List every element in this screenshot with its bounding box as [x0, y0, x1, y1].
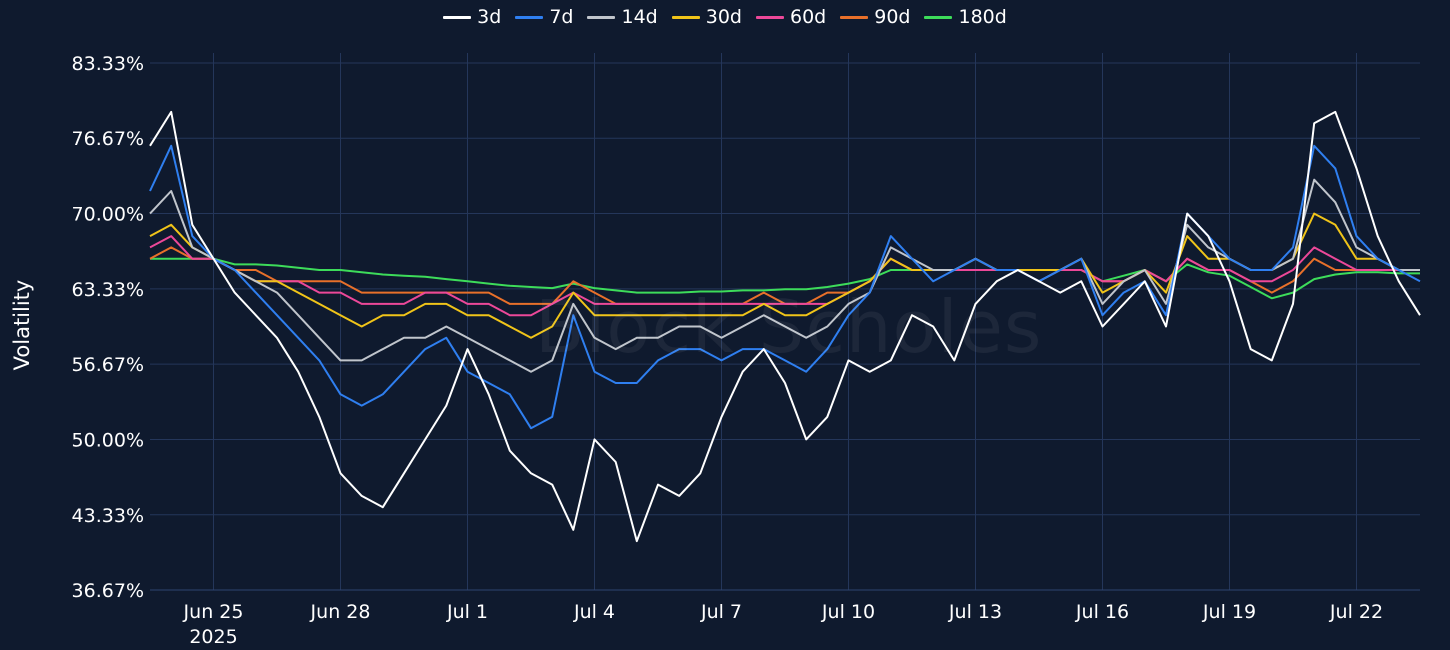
- series-line-14d: [149, 178, 1420, 373]
- y-tick-label: 76.67%: [72, 128, 144, 150]
- series-layer: [149, 110, 1421, 543]
- y-axis-label: Volatility: [10, 279, 34, 371]
- legend-swatch: [671, 15, 700, 19]
- legend-label: 30d: [705, 6, 742, 28]
- x-axis-ticks: Jun 25 2025 Jun 28 Jul 1 Jul 4 Jul 7 Jul 10 Jul…: [183, 601, 1384, 648]
- y-axis-ticks: 83.33% 76.67% 70.00% 63.33% 56.67% 50.00% 43.3…: [72, 53, 144, 602]
- x-tick-label: Jun 28: [310, 601, 371, 623]
- x-tick-label: Jul 1: [446, 601, 488, 623]
- x-tick-label: Jul 13: [948, 601, 1002, 623]
- legend-label: 60d: [789, 6, 827, 28]
- legend-swatch: [840, 15, 869, 19]
- legend-item-3d[interactable]: 3d: [443, 6, 501, 28]
- y-tick-label: 83.33%: [72, 53, 144, 75]
- legend-item-60d[interactable]: 60d: [755, 6, 827, 28]
- legend-item-90d[interactable]: 90d: [840, 6, 910, 28]
- legend-label: 180d: [958, 6, 1007, 28]
- legend-item-7d[interactable]: 7d: [515, 6, 573, 28]
- watermark: Block Scholes: [535, 285, 1043, 369]
- x-tick-label: Jul 4: [573, 601, 615, 623]
- x-tick-label: Jul 22: [1329, 601, 1383, 623]
- x-tick-label: Jul 10: [821, 601, 875, 623]
- legend-label: 90d: [874, 6, 911, 28]
- legend-label: 7d: [549, 6, 574, 28]
- series-line-60d: [149, 235, 1420, 317]
- y-tick-label: 43.33%: [72, 505, 144, 527]
- legend-swatch: [924, 15, 953, 19]
- series-line-30d: [149, 212, 1420, 339]
- x-tick-label: Jul 19: [1202, 601, 1256, 623]
- y-tick-label: 56.67%: [72, 354, 144, 376]
- y-tick-label: 36.67%: [72, 580, 144, 602]
- legend: 3d 7d 14d 30d 60d 90d 180d: [0, 6, 1450, 28]
- y-tick-label: 70.00%: [72, 204, 144, 226]
- series-line-3d: [149, 110, 1421, 543]
- x-tick-label: Jun 25: [183, 601, 244, 623]
- legend-swatch: [443, 15, 472, 19]
- y-tick-label: 50.00%: [72, 429, 144, 451]
- x-tick-label: Jul 16: [1075, 601, 1129, 623]
- x-tick-label: Jul 7: [700, 601, 742, 623]
- legend-item-180d[interactable]: 180d: [924, 6, 1007, 28]
- legend-swatch: [755, 15, 784, 19]
- x-tick-year-label: 2025: [189, 626, 237, 648]
- legend-label: 14d: [621, 6, 658, 28]
- legend-item-14d[interactable]: 14d: [587, 6, 658, 28]
- legend-item-30d[interactable]: 30d: [671, 6, 742, 28]
- legend-label: 3d: [477, 6, 502, 28]
- y-tick-label: 63.33%: [72, 279, 144, 301]
- legend-swatch: [587, 15, 616, 19]
- series-line-180d: [150, 257, 1420, 300]
- legend-swatch: [515, 15, 544, 19]
- grid: [150, 53, 1420, 591]
